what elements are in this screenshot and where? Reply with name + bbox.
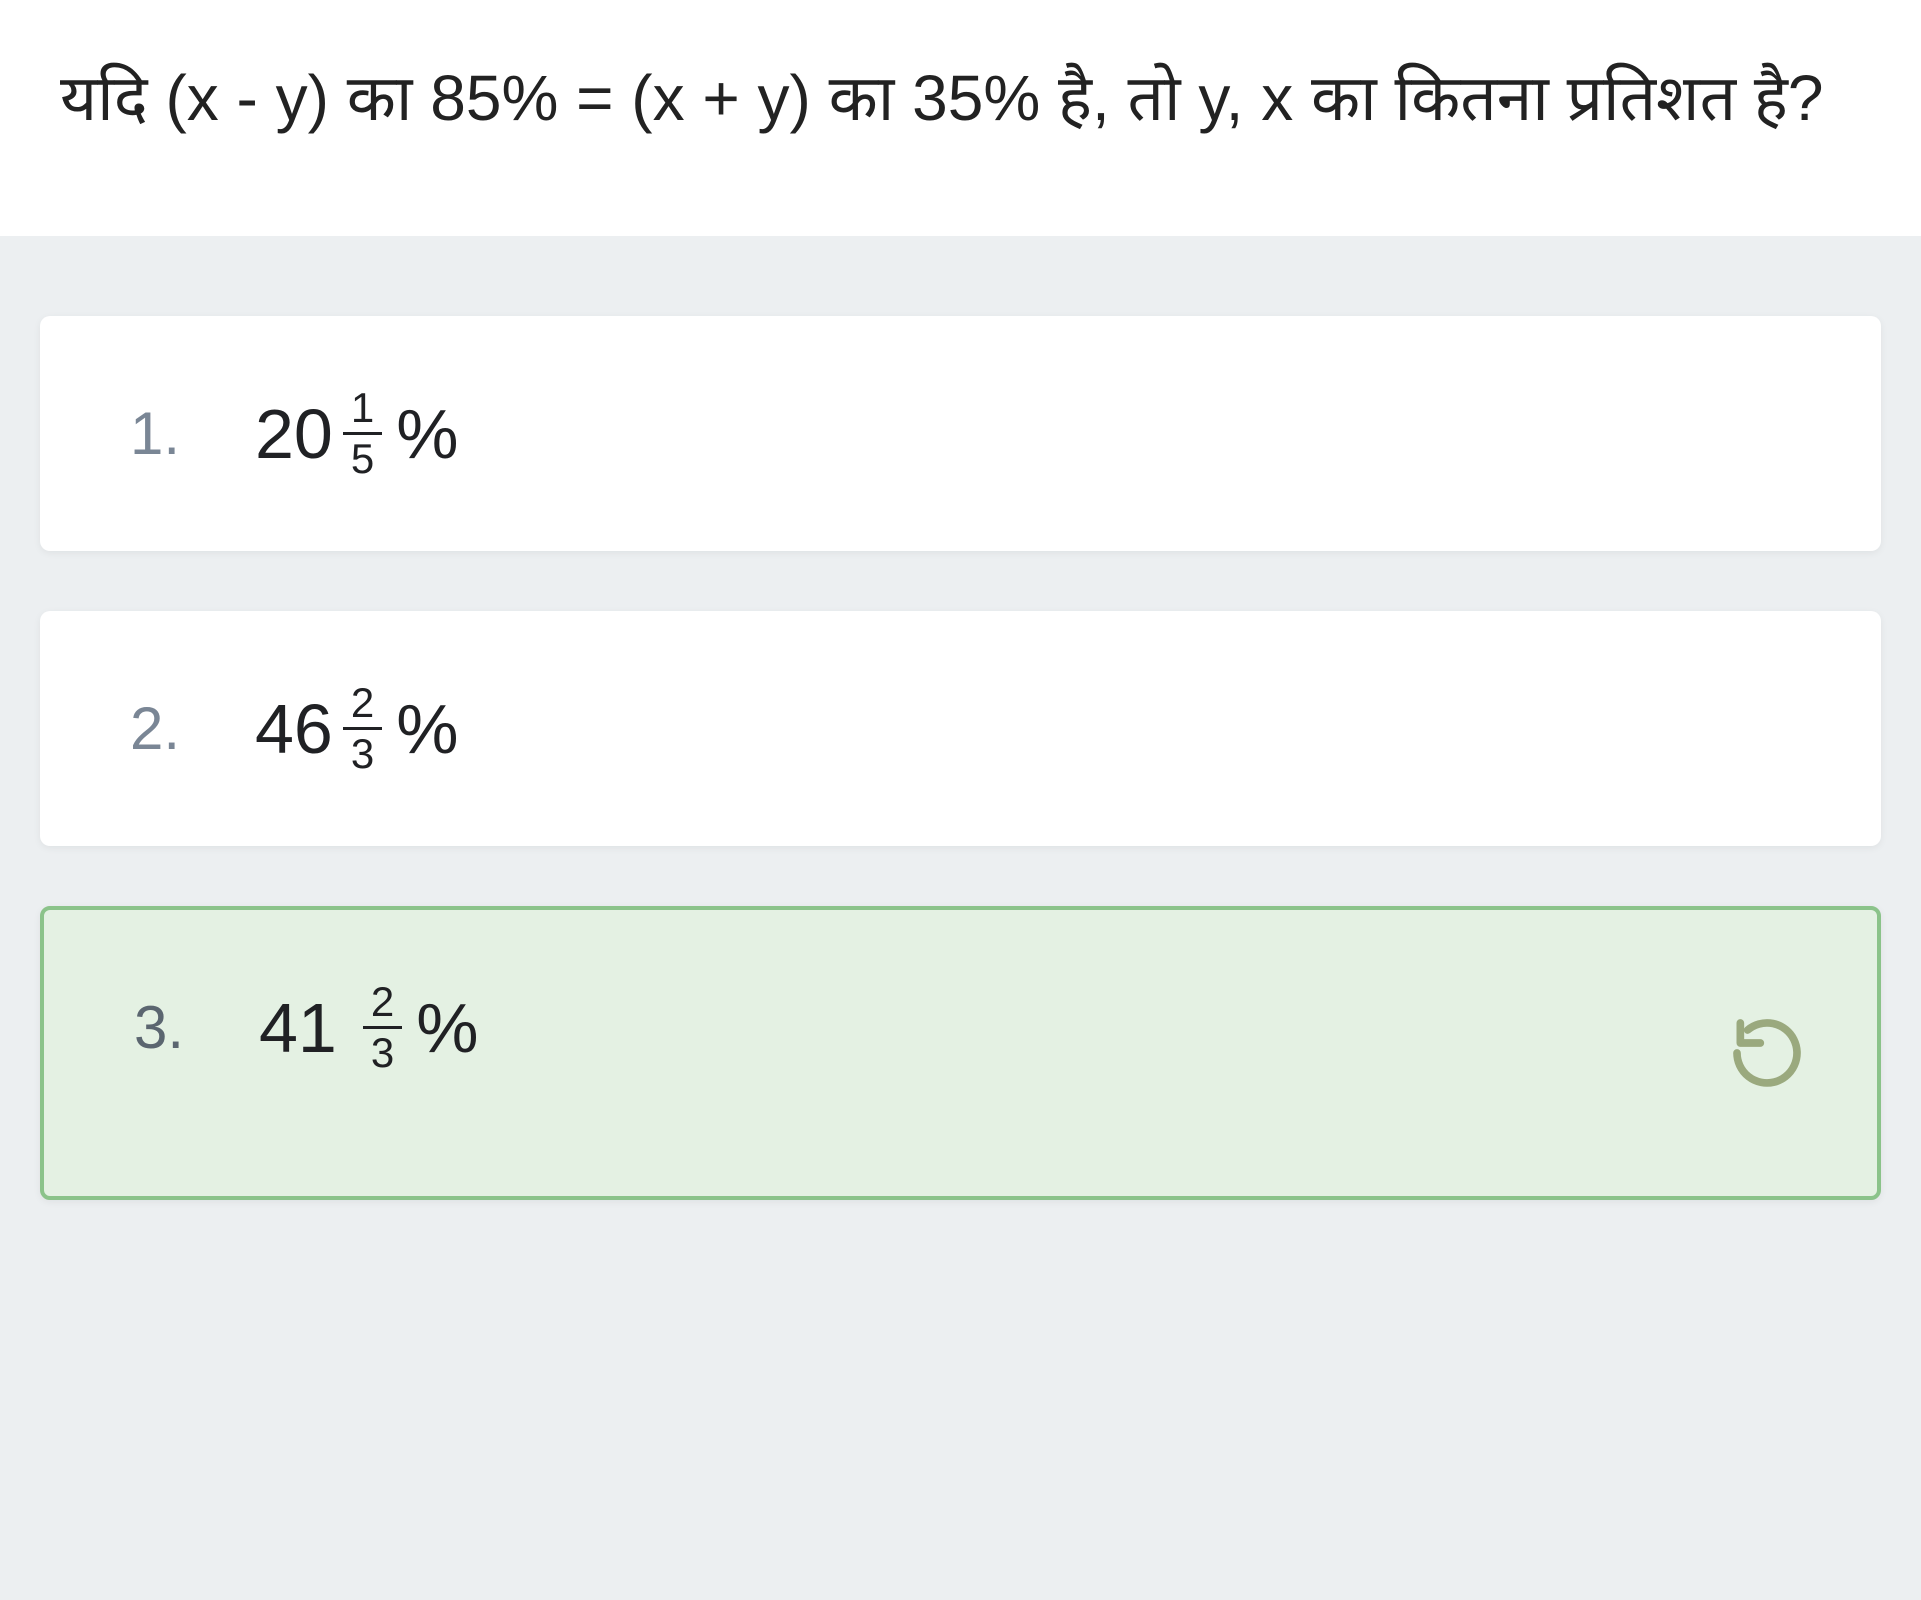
option-card-1[interactable]: 1. 20 1 5 % (40, 316, 1881, 551)
option-value: 20 1 5 % (255, 386, 458, 481)
option-whole: 20 (255, 394, 333, 474)
option-suffix: % (416, 988, 478, 1068)
option-suffix: % (396, 394, 458, 474)
fraction-denominator: 3 (363, 1029, 402, 1075)
option-index: 3. (134, 993, 204, 1062)
fraction-numerator: 1 (343, 386, 382, 435)
fraction-numerator: 2 (363, 980, 402, 1029)
fraction-denominator: 3 (343, 730, 382, 776)
fraction-numerator: 2 (343, 681, 382, 730)
question-container: यदि (x - y) का 85% = (x + y) का 35% है, … (0, 0, 1921, 236)
option-value: 41 2 3 % (259, 980, 478, 1075)
options-area: 1. 20 1 5 % 2. 46 2 3 % 3. 41 2 3 (0, 246, 1921, 1200)
option-card-2[interactable]: 2. 46 2 3 % (40, 611, 1881, 846)
option-value: 46 2 3 % (255, 681, 458, 776)
option-fraction: 2 3 (363, 980, 402, 1075)
option-fraction: 2 3 (343, 681, 382, 776)
option-whole: 41 (259, 988, 337, 1068)
option-index: 2. (130, 694, 200, 763)
option-suffix: % (396, 689, 458, 769)
option-index: 1. (130, 399, 200, 468)
option-card-3[interactable]: 3. 41 2 3 % (40, 906, 1881, 1199)
retry-icon[interactable] (1727, 1013, 1807, 1093)
option-fraction: 1 5 (343, 386, 382, 481)
fraction-denominator: 5 (343, 435, 382, 481)
question-text: यदि (x - y) का 85% = (x + y) का 35% है, … (60, 50, 1861, 146)
option-whole: 46 (255, 689, 333, 769)
